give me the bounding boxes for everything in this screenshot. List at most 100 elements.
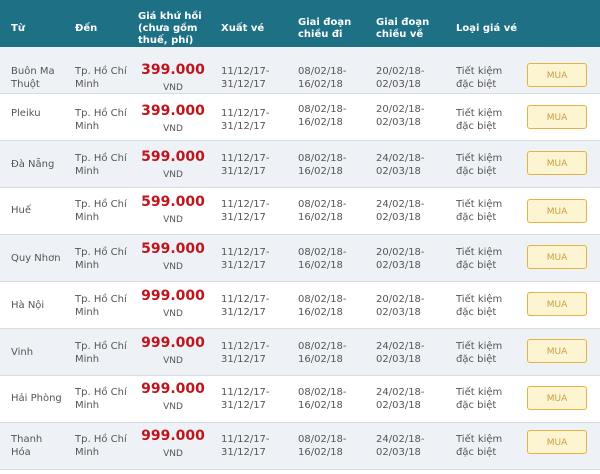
fare-type-line1: Tiết kiệm [456, 108, 503, 119]
from-city: Quy Nhơn [11, 252, 71, 265]
price-unit: VND [163, 356, 183, 366]
buy-button[interactable]: MUA [527, 339, 587, 363]
return-end: 02/03/18 [376, 212, 421, 223]
outbound-start: 08/02/18- [298, 434, 347, 445]
buy-button[interactable]: MUA [527, 105, 587, 129]
table-header: Từ Đến Giá khứ hồi (chưa gồm thuế, phí) … [0, 0, 600, 47]
buy-button[interactable]: MUA [527, 151, 587, 175]
return-start: 24/02/18- [376, 341, 425, 352]
outbound-start: 08/02/18- [298, 341, 347, 352]
issue-period: 11/12/17- 31/12/17 [221, 198, 281, 224]
issue-period: 11/12/17- 31/12/17 [221, 246, 281, 272]
header-return: Giai đoạn chiều về [376, 17, 429, 41]
fare-type: Tiết kiệm đặc biệt [456, 65, 516, 91]
price: 999.000 VND [138, 335, 208, 368]
to-city-line1: Tp. Hồ Chí [75, 199, 127, 210]
header-to: Đến [75, 23, 98, 34]
to-city-line2: Minh [75, 307, 100, 318]
fare-type-line1: Tiết kiệm [456, 153, 503, 164]
buy-button[interactable]: MUA [527, 386, 587, 410]
from-city: Hải Phòng [11, 392, 71, 405]
issue-start: 11/12/17- [221, 341, 270, 352]
issue-period: 11/12/17- 31/12/17 [221, 340, 281, 366]
from-city: Buôn Ma Thuột [11, 65, 71, 91]
header-price-line3: thuế, phí) [138, 35, 194, 46]
fare-type: Tiết kiệm đặc biệt [456, 198, 516, 224]
outbound-period: 08/02/18- 16/02/18 [298, 293, 360, 319]
to-city-line1: Tp. Hồ Chí [75, 434, 127, 445]
outbound-period: 08/02/18- 16/02/18 [298, 198, 360, 224]
outbound-start: 08/02/18- [298, 153, 347, 164]
to-city: Tp. Hồ Chí Minh [75, 386, 135, 412]
to-city-line1: Tp. Hồ Chí [75, 247, 127, 258]
return-period: 24/02/18- 02/03/18 [376, 433, 438, 459]
return-end: 02/03/18 [376, 260, 421, 271]
fare-type-line2: đặc biệt [456, 400, 497, 411]
table-row: Hải Phòng Tp. Hồ Chí Minh 999.000 VND 11/1… [0, 376, 600, 423]
fare-type: Tiết kiệm đặc biệt [456, 246, 516, 272]
from-city: Hà Nội [11, 299, 71, 312]
from-city-line2: Thuột [11, 79, 40, 90]
from-city: Đà Nẵng [11, 158, 71, 171]
to-city-line2: Minh [75, 400, 100, 411]
return-end: 02/03/18 [376, 166, 421, 177]
price-unit: VND [163, 83, 183, 93]
buy-button[interactable]: MUA [527, 63, 587, 87]
header-return-line2: chiều về [376, 29, 424, 40]
to-city: Tp. Hồ Chí Minh [75, 152, 135, 178]
header-return-line1: Giai đoạn [376, 17, 430, 28]
to-city: Tp. Hồ Chí Minh [75, 340, 135, 366]
price-amount: 999.000 [141, 381, 205, 397]
price-unit: VND [163, 170, 183, 180]
from-city-line1: Hà Nội [11, 300, 45, 311]
fare-type: Tiết kiệm đặc biệt [456, 433, 516, 459]
price-amount: 399.000 [141, 103, 205, 119]
to-city-line2: Minh [75, 212, 100, 223]
table-row: Pleiku Tp. Hồ Chí Minh 399.000 VND 11/12/1… [0, 94, 600, 141]
outbound-start: 08/02/18- [298, 294, 347, 305]
from-city-line1: Huế [11, 205, 32, 216]
to-city: Tp. Hồ Chí Minh [75, 293, 135, 319]
fare-type-line2: đặc biệt [456, 447, 497, 458]
fare-type-line1: Tiết kiệm [456, 341, 503, 352]
issue-end: 31/12/17 [221, 79, 266, 90]
return-period: 24/02/18- 02/03/18 [376, 386, 438, 412]
outbound-end: 16/02/18 [298, 400, 343, 411]
fare-type-line2: đặc biệt [456, 354, 497, 365]
fare-type-line1: Tiết kiệm [456, 434, 503, 445]
header-outbound-line1: Giai đoạn [298, 17, 352, 28]
from-city-line2: Hóa [11, 447, 31, 458]
return-period: 20/02/18- 02/03/18 [376, 65, 438, 91]
price-unit: VND [163, 449, 183, 459]
buy-button[interactable]: MUA [527, 430, 587, 454]
outbound-end: 16/02/18 [298, 212, 343, 223]
buy-button[interactable]: MUA [527, 199, 587, 223]
price-unit: VND [163, 124, 183, 134]
return-start: 20/02/18- [376, 247, 425, 258]
return-period: 20/02/18- 02/03/18 [376, 103, 438, 129]
outbound-period: 08/02/18- 16/02/18 [298, 340, 360, 366]
header-outbound: Giai đoạn chiều đi [298, 17, 351, 41]
price: 999.000 VND [138, 288, 208, 321]
issue-period: 11/12/17- 31/12/17 [221, 65, 281, 91]
price-amount: 999.000 [141, 428, 205, 444]
to-city: Tp. Hồ Chí Minh [75, 107, 135, 133]
issue-end: 31/12/17 [221, 212, 266, 223]
fare-type-line1: Tiết kiệm [456, 66, 503, 77]
to-city-line2: Minh [75, 447, 100, 458]
issue-end: 31/12/17 [221, 447, 266, 458]
buy-button[interactable]: MUA [527, 292, 587, 316]
from-city: Thanh Hóa [11, 433, 71, 459]
outbound-start: 08/02/18- [298, 247, 347, 258]
header-issue: Xuất vé [221, 23, 265, 34]
fare-type-line2: đặc biệt [456, 166, 497, 177]
fare-type: Tiết kiệm đặc biệt [456, 107, 516, 133]
price-amount: 599.000 [141, 149, 205, 165]
table-row: Hà Nội Tp. Hồ Chí Minh 999.000 VND 11/12/1… [0, 282, 600, 329]
outbound-period: 08/02/18- 16/02/18 [298, 152, 360, 178]
from-city-line1: Buôn Ma [11, 66, 55, 77]
issue-end: 31/12/17 [221, 307, 266, 318]
buy-button[interactable]: MUA [527, 245, 587, 269]
header-price-line1: Giá khứ hồi [138, 11, 202, 22]
outbound-end: 16/02/18 [298, 447, 343, 458]
